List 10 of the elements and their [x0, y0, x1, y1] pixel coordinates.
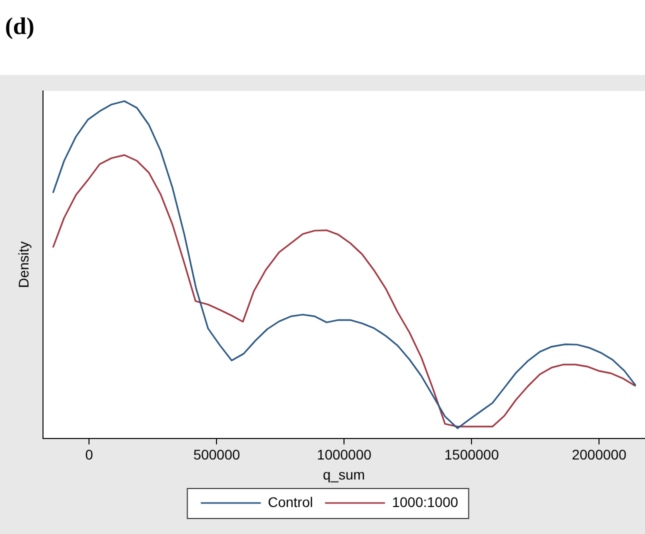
x-tick-label: 0: [85, 446, 94, 463]
x-tick-label: 500000: [193, 446, 240, 463]
y-axis-title: Density: [15, 241, 32, 288]
x-tick-label: 1000000: [316, 446, 372, 463]
legend-label: 1000:1000: [392, 494, 458, 510]
legend-label: Control: [268, 494, 313, 510]
x-tick-label: 1500000: [444, 446, 500, 463]
chart-title: (d): [5, 14, 34, 41]
x-axis-title: q_sum: [322, 466, 365, 482]
x-tick-label: 2000000: [572, 446, 627, 463]
